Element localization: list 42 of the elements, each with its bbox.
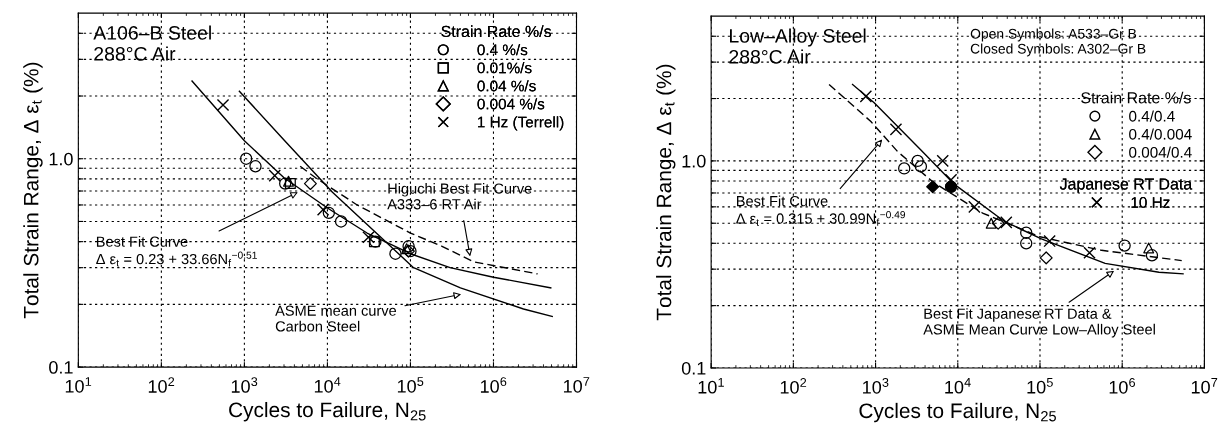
x-tick-label: 10$^{3}$: [863, 378, 889, 394]
x-tick-label: 10$^{7}$: [563, 377, 590, 393]
legend-label: 0.01%/s: [477, 62, 532, 74]
legend-label: 10 Hz: [1131, 197, 1170, 208]
y-tick-label: 1.0: [682, 154, 706, 168]
annotation: Best Fit Japanese RT Data & ASME Mean Curve Low–Alloy Steel: [923, 308, 1155, 338]
x-tick-label: 10$^{1}$: [698, 378, 724, 394]
annotation: Higuchi Best Fit Curve A333–6 RT Air: [387, 183, 532, 210]
x-tick-label: 10$^{6}$: [480, 377, 507, 393]
text: Japanese RT Data: [1059, 178, 1193, 193]
annotation: Best Fit Curve Δ ε$_{t}$ = 0.23 + 33.66N$_{f}$$^{−0.51}$: [96, 236, 257, 267]
x-axis-title: Cycles to Failure, N$_{25}$: [859, 402, 1056, 423]
x-tick-label: 10$^{4}$: [945, 378, 971, 394]
x-tick-label: 10$^{6}$: [1109, 378, 1136, 394]
legend-label: 0.4/0.004: [1129, 128, 1192, 140]
y-tick-label: 1.0: [49, 152, 73, 166]
x-tick-label: 10$^{5}$: [397, 377, 424, 393]
legend-label: 0.04 %/s: [477, 80, 536, 92]
legend-label: 0.4 %/s: [477, 44, 528, 56]
x-tick-label: 10$^{5}$: [1027, 378, 1053, 394]
legend-label: 0.004 %/s: [477, 98, 545, 110]
legend-label: 0.4/0.4: [1129, 110, 1175, 122]
annotation: A106–B Steel 288°C Air: [93, 25, 211, 61]
x-tick-label: 10$^{7}$: [1191, 378, 1218, 394]
x-tick-label: 10$^{4}$: [314, 377, 341, 393]
annotation: ASME mean curve Carbon Steel: [275, 305, 397, 332]
y-axis-title: Total Strain Range, Δ ε$_{t}$ (%): [656, 64, 676, 321]
x-tick-label: 10$^{2}$: [780, 378, 807, 394]
annotation: Low–Alloy Steel 288°C Air: [729, 28, 866, 64]
text: Strain Rate %/s: [441, 25, 552, 38]
y-tick-label: 0.1: [49, 361, 73, 374]
x-tick-label: 10$^{3}$: [231, 377, 258, 393]
y-axis-title: Total Strain Range, Δ ε$_{t}$ (%): [23, 62, 43, 319]
x-tick-label: 10$^{1}$: [65, 377, 92, 393]
x-tick-label: 10$^{2}$: [148, 377, 175, 393]
annotation: Best Fit Curve Δ ε$_{t}$ = 0.315 + 30.99N$_{f}$$^{−0.49}$: [736, 195, 906, 226]
text: Strain Rate %/s: [1081, 91, 1191, 104]
legend-label: 0.004/0.4: [1129, 146, 1192, 158]
y-tick-label: 0.1: [681, 361, 706, 375]
annotation: Open Symbols: A533–Gr B Closed Symbols: A302–Gr B: [970, 28, 1146, 57]
x-axis-title: Cycles to Failure, N$_{25}$: [229, 401, 426, 422]
legend-label: 1 Hz (Terrell): [478, 116, 564, 131]
